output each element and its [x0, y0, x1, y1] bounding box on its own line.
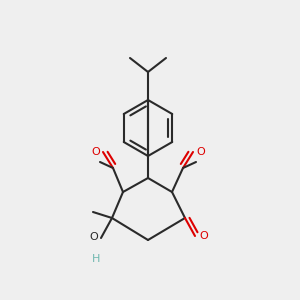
Text: H: H — [92, 254, 100, 264]
Text: O: O — [199, 231, 208, 241]
Text: O: O — [91, 147, 100, 157]
Text: O: O — [196, 147, 205, 157]
Text: O: O — [89, 232, 98, 242]
